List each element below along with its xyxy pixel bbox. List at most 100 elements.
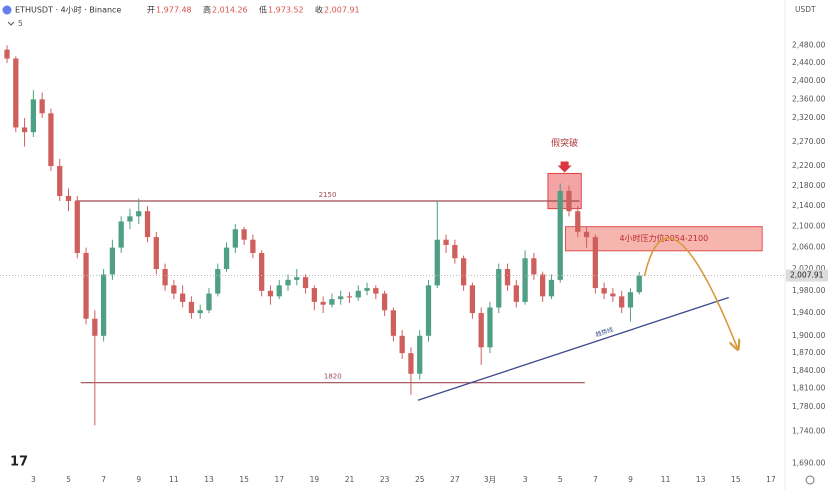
candle-body [215,269,221,294]
x-tick-label: 11 [661,475,671,484]
low-value: 1,973.52 [268,6,304,15]
x-tick-label: 15 [731,475,741,484]
candle-body [57,166,63,196]
y-tick-label: 2,400.00 [792,76,826,85]
candle-body [180,293,186,302]
candle-body [592,237,598,289]
candle-body [364,288,370,291]
candle-body [346,296,353,298]
collapse-icon[interactable] [7,21,15,26]
logo: 17 [10,455,28,470]
candle-body [232,229,238,248]
y-tick-label: 2,020.00 [792,264,826,273]
candle-body [399,335,405,354]
candle-body [294,277,300,280]
candle-body [329,299,335,305]
candle-body [540,274,546,297]
candle-body [575,211,581,232]
candle-body [434,239,440,286]
x-tick-label: 17 [766,475,776,484]
candle-body [259,252,265,291]
y-tick-label: 1,870.00 [792,348,826,357]
candle-body [443,239,449,245]
candle-body [522,258,528,302]
candle-body [417,335,423,374]
candle-body [250,239,256,253]
candle-body [92,318,98,336]
candle-body [241,229,247,240]
level-label: 1820 [324,373,342,381]
candle-body [48,113,54,167]
y-tick-label: 2,480.00 [792,40,826,49]
x-tick-label: 13 [696,475,706,484]
candle-body [496,269,502,308]
candle-body [338,296,344,300]
trendline [417,296,730,401]
y-tick-label: 2,360.00 [792,94,826,103]
breakout-box [547,172,582,210]
candle-body [531,258,537,275]
candle-body [381,293,388,311]
high-value: 2,014.26 [212,6,248,15]
candle-body [373,288,379,294]
breakout-label: 假突破 [551,137,578,149]
candle-body [636,275,642,293]
candle-body [487,307,493,348]
x-tick-label: 5 [558,475,563,484]
low-label: 低 [259,5,267,15]
projection-curve [643,237,738,348]
high-label: 高 [203,5,211,15]
candle-body [65,195,72,201]
settings-icon[interactable] [805,475,815,485]
open-label: 开 [147,6,155,15]
y-tick-label: 1,810.00 [792,384,826,393]
open-value: 1,977.48 [156,6,192,15]
candle-body [408,353,414,374]
y-tick-label: 2,270.00 [792,137,826,146]
candle-body [39,99,45,114]
level-label: 2150 [319,191,337,199]
candle-body [153,237,159,270]
candle-body [390,310,397,336]
x-tick-label: 25 [415,475,425,484]
x-tick-label: 3 [31,475,36,484]
candle-body [136,211,142,217]
x-tick-label: 17 [274,475,284,484]
x-tick-label: 11 [169,475,179,484]
x-tick-label: 9 [136,475,141,484]
candle-body [127,216,133,222]
x-tick-label: 9 [628,475,633,484]
y-tick-label: 1,940.00 [792,308,826,317]
x-tick-label: 7 [101,475,106,484]
candle-body [566,190,572,212]
y-tick-label: 2,100.00 [792,222,826,231]
candle-body [188,301,195,314]
last-price-label: 2,007.91 [790,271,824,280]
x-tick-label: 27 [450,475,460,484]
candle-body [460,258,467,286]
y-tick-label: 1,840.00 [792,366,826,375]
candle-body [267,290,274,297]
candle-body [109,247,116,275]
x-tick-label: 3月 [484,475,496,484]
candle-body [197,310,203,314]
candle-body [311,288,317,302]
y-tick-label: 1,900.00 [792,331,826,340]
candle-body [13,58,19,128]
candle-body [285,279,291,286]
coin-icon [2,5,12,15]
candle-body [118,221,124,248]
candle-body [302,277,309,289]
candle-body [627,292,634,308]
last-price-tag [786,269,828,282]
y-tick-label: 2,440.00 [792,58,826,67]
indicator-count[interactable]: 5 [18,19,23,28]
x-tick-label: 5 [66,475,71,484]
candle-body [610,293,616,297]
candle-body [83,252,89,319]
close-label: 收 [315,5,323,15]
x-tick-label: 7 [593,475,598,484]
symbol: ETHUSDT · 4小时 · Binance [15,5,121,15]
candle-body [320,301,326,305]
